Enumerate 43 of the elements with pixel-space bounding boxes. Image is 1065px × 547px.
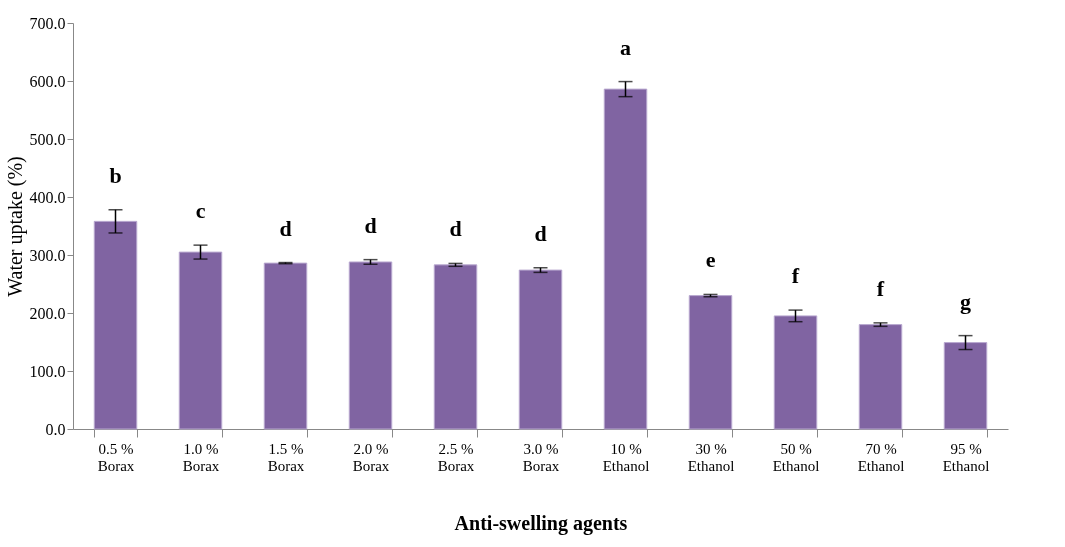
x-tick-label: 30 % Ethanol (687, 440, 735, 474)
annotation: d (279, 215, 292, 241)
x-tick-label: 3.0 % Borax (522, 440, 560, 474)
x-tick-label: 0.5 % Borax (97, 440, 135, 474)
bar (773, 315, 818, 430)
y-tick-label: 0.0 (45, 420, 66, 438)
x-tick-label: 95 % Ethanol (942, 440, 990, 474)
bar (348, 261, 393, 430)
annotation: b (109, 162, 122, 188)
annotation: e (705, 247, 716, 273)
x-axis-title: Anti-swelling agents (454, 511, 628, 535)
x-tick-label: 2.5 % Borax (437, 440, 475, 474)
annotation: a (620, 34, 631, 60)
bar (263, 262, 308, 430)
annotation: c (195, 198, 206, 224)
y-tick-label: 400.0 (29, 188, 66, 206)
annotation: f (791, 263, 800, 289)
x-tick-label: 10 % Ethanol (602, 440, 650, 474)
bar (603, 88, 648, 430)
y-axis-title: Water uptake (%) (3, 156, 27, 297)
bar (178, 251, 223, 430)
y-tick-label: 600.0 (29, 72, 66, 90)
x-tick-label: 2.0 % Borax (352, 440, 390, 474)
annotation: d (364, 212, 377, 238)
y-tick-label: 300.0 (29, 246, 66, 264)
annotation: g (960, 288, 971, 314)
annotation: d (449, 216, 462, 242)
y-tick-label: 100.0 (29, 362, 66, 380)
bar (858, 324, 903, 430)
y-tick-label: 500.0 (29, 130, 66, 148)
bar (943, 342, 988, 430)
y-tick-label: 200.0 (29, 304, 66, 322)
x-tick-label: 1.5 % Borax (267, 440, 305, 474)
annotation: d (534, 220, 547, 246)
annotation: f (876, 275, 885, 301)
bar (688, 295, 733, 430)
y-tick-label: 700.0 (29, 14, 66, 32)
x-tick-label: 50 % Ethanol (772, 440, 820, 474)
bar (93, 220, 138, 430)
bar (433, 264, 478, 430)
x-tick-label: 1.0 % Borax (182, 440, 220, 474)
x-tick-label: 70 % Ethanol (857, 440, 905, 474)
bar (518, 269, 563, 430)
